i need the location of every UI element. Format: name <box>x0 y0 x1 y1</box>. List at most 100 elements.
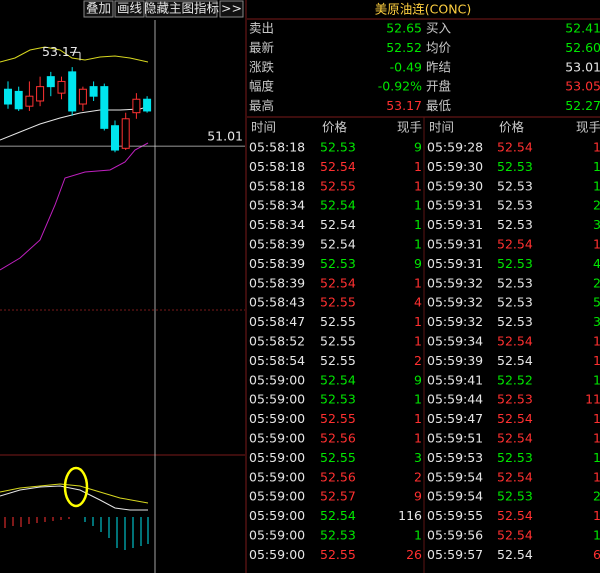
tick-price: 52.54 <box>497 334 533 349</box>
quote-label: 最低 <box>426 98 452 113</box>
tick-time: 05:59:00 <box>249 469 305 484</box>
tick-time: 05:59:00 <box>249 528 305 543</box>
tick-time: 05:59:00 <box>249 508 305 523</box>
tick-volume: 1 <box>414 275 422 290</box>
toolbar-button-label[interactable]: 隐藏主图指标 <box>144 1 219 16</box>
toolbar-button[interactable] <box>83 0 114 18</box>
quote-value: 52.52 <box>386 40 422 55</box>
quote-label: 幅度 <box>249 79 275 94</box>
tick-volume: 116 <box>398 508 422 523</box>
toolbar-button-label[interactable]: 叠加 <box>86 1 111 16</box>
toolbar-button[interactable] <box>219 0 244 18</box>
tick-volume: 1 <box>414 178 422 193</box>
quote-value: 53.17 <box>386 98 422 113</box>
tick-price: 52.54 <box>497 508 533 523</box>
quote-value: 52.41 <box>565 21 600 36</box>
tick-price: 52.53 <box>320 140 356 155</box>
tick-price: 52.55 <box>320 547 356 562</box>
tick-price: 52.55 <box>320 411 356 426</box>
candle-body <box>57 80 66 94</box>
tick-volume: 26 <box>406 547 422 562</box>
tick-time: 05:59:54 <box>427 469 483 484</box>
tick-volume: 1 <box>414 314 422 329</box>
toolbar-button[interactable] <box>114 0 145 18</box>
tick-volume: 1 <box>593 178 600 193</box>
quote-value: 53.01 <box>565 59 600 74</box>
tick-volume: 1 <box>414 217 422 232</box>
tick-price: 52.53 <box>497 295 533 310</box>
tick-time: 05:58:18 <box>249 140 305 155</box>
quote-value: 52.65 <box>386 21 422 36</box>
tick-header: 现手 <box>397 120 422 135</box>
tick-volume: 9 <box>414 140 422 155</box>
tick-volume: 2 <box>414 469 422 484</box>
tick-price: 52.54 <box>497 353 533 368</box>
tick-volume: 1 <box>593 372 600 387</box>
tick-volume: 2 <box>593 489 600 504</box>
tick-volume: 1 <box>414 198 422 213</box>
tick-price: 52.53 <box>497 314 533 329</box>
tick-price: 52.55 <box>320 353 356 368</box>
tick-volume: 5 <box>593 295 600 310</box>
tick-price: 52.56 <box>320 469 356 484</box>
tick-header: 时间 <box>251 120 276 135</box>
instrument-title: 美原油连(CONC) <box>375 2 471 17</box>
tick-price: 52.53 <box>497 275 533 290</box>
candle-body <box>46 76 55 88</box>
toolbar-button[interactable] <box>145 0 218 18</box>
tick-time: 05:59:47 <box>427 411 483 426</box>
tick-time: 05:58:54 <box>249 353 305 368</box>
tick-price: 52.54 <box>497 140 533 155</box>
tick-price: 52.53 <box>497 392 533 407</box>
candle-body <box>14 90 23 110</box>
tick-time: 05:58:34 <box>249 198 305 213</box>
tick-header: 现手 <box>576 120 600 135</box>
tick-time: 05:58:18 <box>249 159 305 174</box>
tick-volume: 3 <box>593 314 600 329</box>
tick-volume: 1 <box>593 353 600 368</box>
quote-label: 卖出 <box>249 21 274 36</box>
tick-time: 05:59:00 <box>249 431 305 446</box>
tick-volume: 1 <box>414 237 422 252</box>
tick-time: 05:59:28 <box>427 140 483 155</box>
tick-time: 05:59:30 <box>427 178 483 193</box>
quote-label: 最高 <box>249 98 274 113</box>
tick-time: 05:59:55 <box>427 508 483 523</box>
tick-time: 05:59:39 <box>427 353 483 368</box>
tick-time: 05:59:00 <box>249 392 305 407</box>
quote-label: 最新 <box>249 40 274 55</box>
tick-volume: 1 <box>414 528 422 543</box>
bollinger-lower <box>0 142 149 271</box>
tick-time: 05:58:34 <box>249 217 305 232</box>
reference-label: 51.01 <box>207 129 243 144</box>
tick-price: 52.54 <box>497 547 533 562</box>
tick-time: 05:59:57 <box>427 547 483 562</box>
toolbar-button-label[interactable]: >> <box>221 1 242 16</box>
tick-price: 52.54 <box>320 159 356 174</box>
tick-price: 52.53 <box>320 528 356 543</box>
toolbar-button-label[interactable]: 画线 <box>117 1 143 16</box>
tick-volume: 1 <box>593 140 600 155</box>
tick-volume: 4 <box>593 256 600 271</box>
tick-volume: 2 <box>414 353 422 368</box>
tick-time: 05:59:00 <box>249 411 305 426</box>
tick-price: 52.52 <box>497 372 533 387</box>
quote-value: 53.05 <box>565 79 600 94</box>
candle-body <box>4 88 12 105</box>
tick-time: 05:59:00 <box>249 450 305 465</box>
tick-volume: 1 <box>414 431 422 446</box>
tick-time: 05:59:34 <box>427 334 483 349</box>
tick-volume: 3 <box>593 217 600 232</box>
tick-volume: 1 <box>414 159 422 174</box>
tick-volume: 9 <box>414 256 422 271</box>
macd-dea <box>0 483 149 504</box>
tick-time: 05:59:00 <box>249 372 305 387</box>
candle-body <box>36 86 45 102</box>
tick-price: 52.55 <box>320 334 356 349</box>
tick-volume: 1 <box>593 450 600 465</box>
candle-body <box>78 88 87 105</box>
tick-volume: 11 <box>585 392 600 407</box>
quote-value: 52.27 <box>565 98 600 113</box>
